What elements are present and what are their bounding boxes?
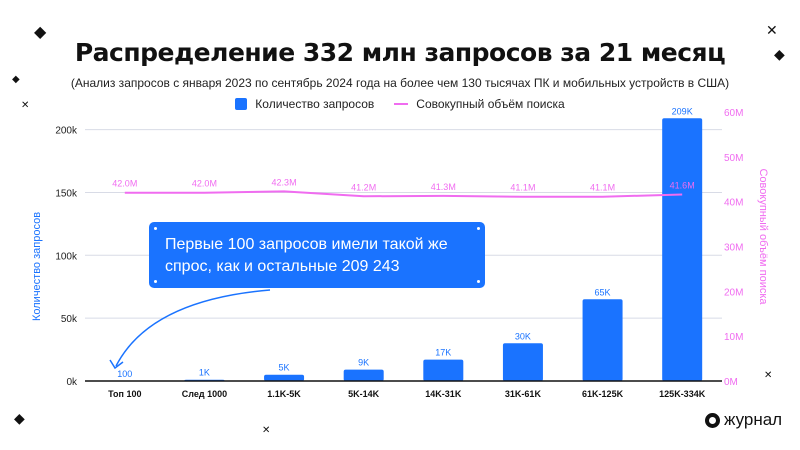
bar-label: 9K xyxy=(358,358,369,368)
bar xyxy=(582,299,623,381)
y-axis-label: Количество запросов xyxy=(31,212,43,321)
y2-tick-label: 20M xyxy=(724,287,743,298)
y2-tick-label: 40M xyxy=(724,198,743,209)
annotation-text: Первые 100 запросов имели такой же спрос… xyxy=(165,236,448,275)
sparkle-icon: ✕ xyxy=(262,425,271,436)
line-label: 42.0M xyxy=(192,179,217,189)
y2-tick-label: 60M xyxy=(724,108,743,119)
x-tick-label: 14K-31K xyxy=(425,389,462,399)
annotation-callout: Первые 100 запросов имели такой же спрос… xyxy=(149,222,485,288)
bar-label: 65K xyxy=(595,287,611,297)
y-tick-label: 200k xyxy=(55,126,78,137)
x-tick-label: След 1000 xyxy=(182,389,227,399)
bar xyxy=(264,374,305,381)
legend-label: Количество запросов xyxy=(255,97,375,111)
legend-item-line: Совокупный объём поиска xyxy=(394,97,565,111)
sparkle-icon: ✕ xyxy=(764,370,773,381)
bar-label: 30K xyxy=(515,331,531,341)
sparkle-icon: ✕ xyxy=(766,22,778,38)
x-tick-label: 125K-334K xyxy=(659,389,706,399)
bar xyxy=(343,369,384,381)
y-tick-label: 150k xyxy=(55,188,78,199)
arrow-head-icon xyxy=(109,359,124,370)
brand-logo: журнал xyxy=(705,410,782,430)
diamond-icon: ◆ xyxy=(12,74,20,85)
y2-axis-label: Совокупный объём поиска xyxy=(757,168,769,305)
bar xyxy=(423,359,464,381)
bar-label: 17K xyxy=(435,348,451,358)
legend-label: Совокупный объём поиска xyxy=(416,97,565,111)
series-line xyxy=(124,190,683,198)
legend: Количество запросов Совокупный объём пои… xyxy=(0,97,800,111)
bar-label: 100 xyxy=(117,369,132,379)
y2-tick-label: 30M xyxy=(724,243,743,254)
line-label: 42.0M xyxy=(112,179,137,189)
line-label: 41.2M xyxy=(351,182,376,192)
bar-label: 5K xyxy=(279,363,290,373)
y-tick-label: 50k xyxy=(61,314,78,325)
annotation-arrow xyxy=(115,289,271,367)
legend-item-bar: Количество запросов xyxy=(235,97,374,111)
line-label: 41.6M xyxy=(670,180,695,190)
legend-swatch xyxy=(394,103,409,105)
x-tick-label: 1.1K-5K xyxy=(267,389,301,399)
y-tick-label: 0k xyxy=(66,377,78,388)
y2-tick-label: 10M xyxy=(724,332,743,343)
chart-title: Распределение 332 млн запросов за 21 мес… xyxy=(74,38,726,67)
line-label: 42.3M xyxy=(272,177,297,187)
x-tick-label: 5K-14K xyxy=(348,389,380,399)
bar-label: 1K xyxy=(199,368,210,378)
chart-subtitle: (Анализ запросов с января 2023 по сентяб… xyxy=(70,76,730,90)
line-label: 41.1M xyxy=(510,183,535,193)
sparkle-icon: ✕ xyxy=(21,100,30,111)
diamond-icon: ◆ xyxy=(14,410,25,426)
x-tick-label: 31K-61K xyxy=(505,389,542,399)
y-tick-label: 100k xyxy=(55,251,78,262)
x-tick-label: Топ 100 xyxy=(108,389,141,399)
bar xyxy=(662,118,703,382)
diamond-icon: ◆ xyxy=(34,24,47,41)
line-label: 41.3M xyxy=(431,182,456,192)
legend-swatch xyxy=(235,98,248,110)
y2-tick-label: 0M xyxy=(724,377,738,388)
line-label: 41.1M xyxy=(590,183,615,193)
diamond-icon: ◆ xyxy=(774,46,785,62)
brand-name: журнал xyxy=(724,410,783,429)
logo-icon xyxy=(705,412,720,428)
bar-label: 209K xyxy=(672,106,693,116)
x-tick-label: 61K-125K xyxy=(582,389,624,399)
y2-tick-label: 50M xyxy=(724,153,743,164)
bar xyxy=(502,343,543,381)
